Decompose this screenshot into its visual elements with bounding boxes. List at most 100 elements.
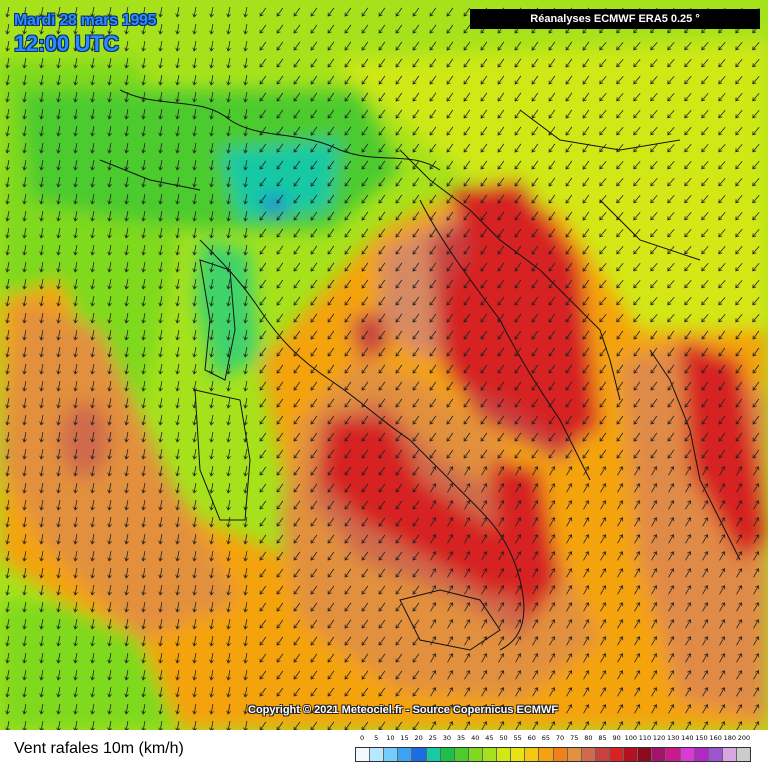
wind-arrow-icon: [447, 687, 454, 697]
wind-arrow-icon: [378, 517, 386, 527]
wind-arrow-icon: [293, 143, 301, 153]
wind-arrow-icon: [107, 466, 112, 477]
wind-arrow-icon: [463, 7, 471, 17]
wind-arrow-icon: [650, 381, 658, 391]
wind-arrow-icon: [464, 483, 471, 493]
wind-arrow-icon: [735, 262, 743, 272]
wind-arrow-icon: [124, 415, 129, 426]
wind-arrow-icon: [293, 262, 301, 272]
legend-label: 35: [456, 734, 466, 742]
wind-arrow-icon: [599, 415, 607, 425]
wind-arrow-icon: [515, 585, 522, 595]
legend-label: 200: [737, 734, 751, 742]
wind-arrow-icon: [702, 670, 709, 680]
wind-arrow-icon: [718, 364, 726, 374]
wind-arrow-icon: [141, 432, 146, 443]
wind-arrow-icon: [684, 296, 692, 306]
wind-gust-field: [0, 7, 768, 730]
wind-arrow-icon: [192, 364, 197, 375]
wind-arrow-icon: [327, 636, 335, 646]
wind-arrow-icon: [327, 109, 335, 119]
wind-arrow-icon: [107, 177, 112, 188]
wind-arrow-icon: [192, 126, 197, 137]
wind-arrow-icon: [90, 551, 95, 562]
wind-arrow-icon: [276, 381, 284, 391]
wind-arrow-icon: [719, 585, 726, 595]
wind-arrow-icon: [599, 177, 607, 187]
wind-arrow-icon: [497, 41, 505, 51]
wind-arrow-icon: [5, 75, 10, 86]
wind-arrow-icon: [531, 449, 539, 459]
wind-arrow-icon: [22, 75, 27, 86]
wind-arrow-icon: [378, 704, 386, 714]
wind-arrow-icon: [5, 466, 10, 477]
wind-arrow-icon: [141, 75, 146, 86]
wind-arrow-icon: [650, 228, 658, 238]
wind-arrow-icon: [599, 41, 607, 51]
wind-arrow-icon: [141, 619, 146, 630]
wind-arrow-icon: [107, 330, 112, 341]
wind-arrow-icon: [583, 670, 590, 680]
wind-arrow-icon: [276, 58, 284, 68]
wind-arrow-icon: [344, 449, 352, 459]
wind-arrow-icon: [447, 517, 454, 527]
wind-arrow-icon: [124, 449, 129, 460]
wind-arrow-icon: [395, 194, 403, 204]
wind-arrow-icon: [107, 347, 112, 358]
wind-arrow-icon: [259, 364, 267, 374]
legend-label: 0: [359, 734, 365, 742]
wind-arrow-icon: [141, 211, 146, 222]
legend-swatch: [454, 748, 469, 761]
wind-arrow-icon: [412, 58, 420, 68]
wind-arrow-icon: [310, 602, 318, 612]
wind-arrow-icon: [719, 687, 726, 697]
wind-arrow-icon: [276, 602, 284, 612]
wind-arrow-icon: [175, 687, 180, 698]
wind-arrow-icon: [684, 109, 692, 119]
wind-arrow-icon: [446, 296, 454, 306]
wind-arrow-icon: [634, 653, 641, 663]
wind-arrow-icon: [39, 704, 44, 715]
wind-arrow-icon: [497, 449, 505, 459]
wind-arrow-icon: [378, 432, 386, 442]
wind-arrow-icon: [141, 143, 146, 154]
wind-arrow-icon: [209, 109, 214, 120]
wind-arrow-icon: [56, 619, 61, 630]
legend-label: 70: [555, 734, 565, 742]
wind-arrow-icon: [361, 721, 369, 730]
wind-arrow-icon: [701, 347, 709, 357]
wind-arrow-icon: [497, 347, 505, 357]
wind-arrow-icon: [395, 313, 403, 323]
wind-arrow-icon: [412, 415, 420, 425]
wind-arrow-icon: [514, 245, 522, 255]
wind-arrow-icon: [463, 75, 471, 85]
wind-arrow-icon: [276, 432, 284, 442]
wind-arrow-icon: [616, 364, 624, 374]
wind-arrow-icon: [344, 415, 352, 425]
wind-arrow-icon: [651, 500, 658, 510]
wind-arrow-icon: [293, 398, 301, 408]
wind-arrow-icon: [56, 500, 61, 511]
legend-swatches: [355, 747, 751, 762]
wind-arrow-icon: [600, 721, 607, 730]
wind-arrow-icon: [259, 653, 267, 663]
wind-arrow-icon: [566, 619, 573, 629]
wind-arrow-icon: [90, 449, 95, 460]
wind-arrow-icon: [480, 313, 488, 323]
wind-arrow-icon: [463, 109, 471, 119]
wind-arrow-icon: [209, 568, 214, 579]
wind-arrow-icon: [310, 568, 318, 578]
wind-arrow-icon: [582, 75, 590, 85]
wind-arrow-icon: [175, 126, 180, 137]
wind-arrow-icon: [752, 194, 760, 204]
wind-arrow-icon: [617, 500, 624, 510]
wind-arrow-icon: [192, 721, 197, 730]
wind-arrow-icon: [616, 245, 624, 255]
wind-arrow-icon: [430, 568, 437, 578]
wind-arrow-icon: [226, 619, 231, 630]
wind-arrow-icon: [481, 483, 488, 493]
wind-arrow-icon: [633, 398, 641, 408]
wind-arrow-icon: [310, 381, 318, 391]
wind-arrow-icon: [107, 58, 112, 69]
wind-arrow-icon: [378, 415, 386, 425]
